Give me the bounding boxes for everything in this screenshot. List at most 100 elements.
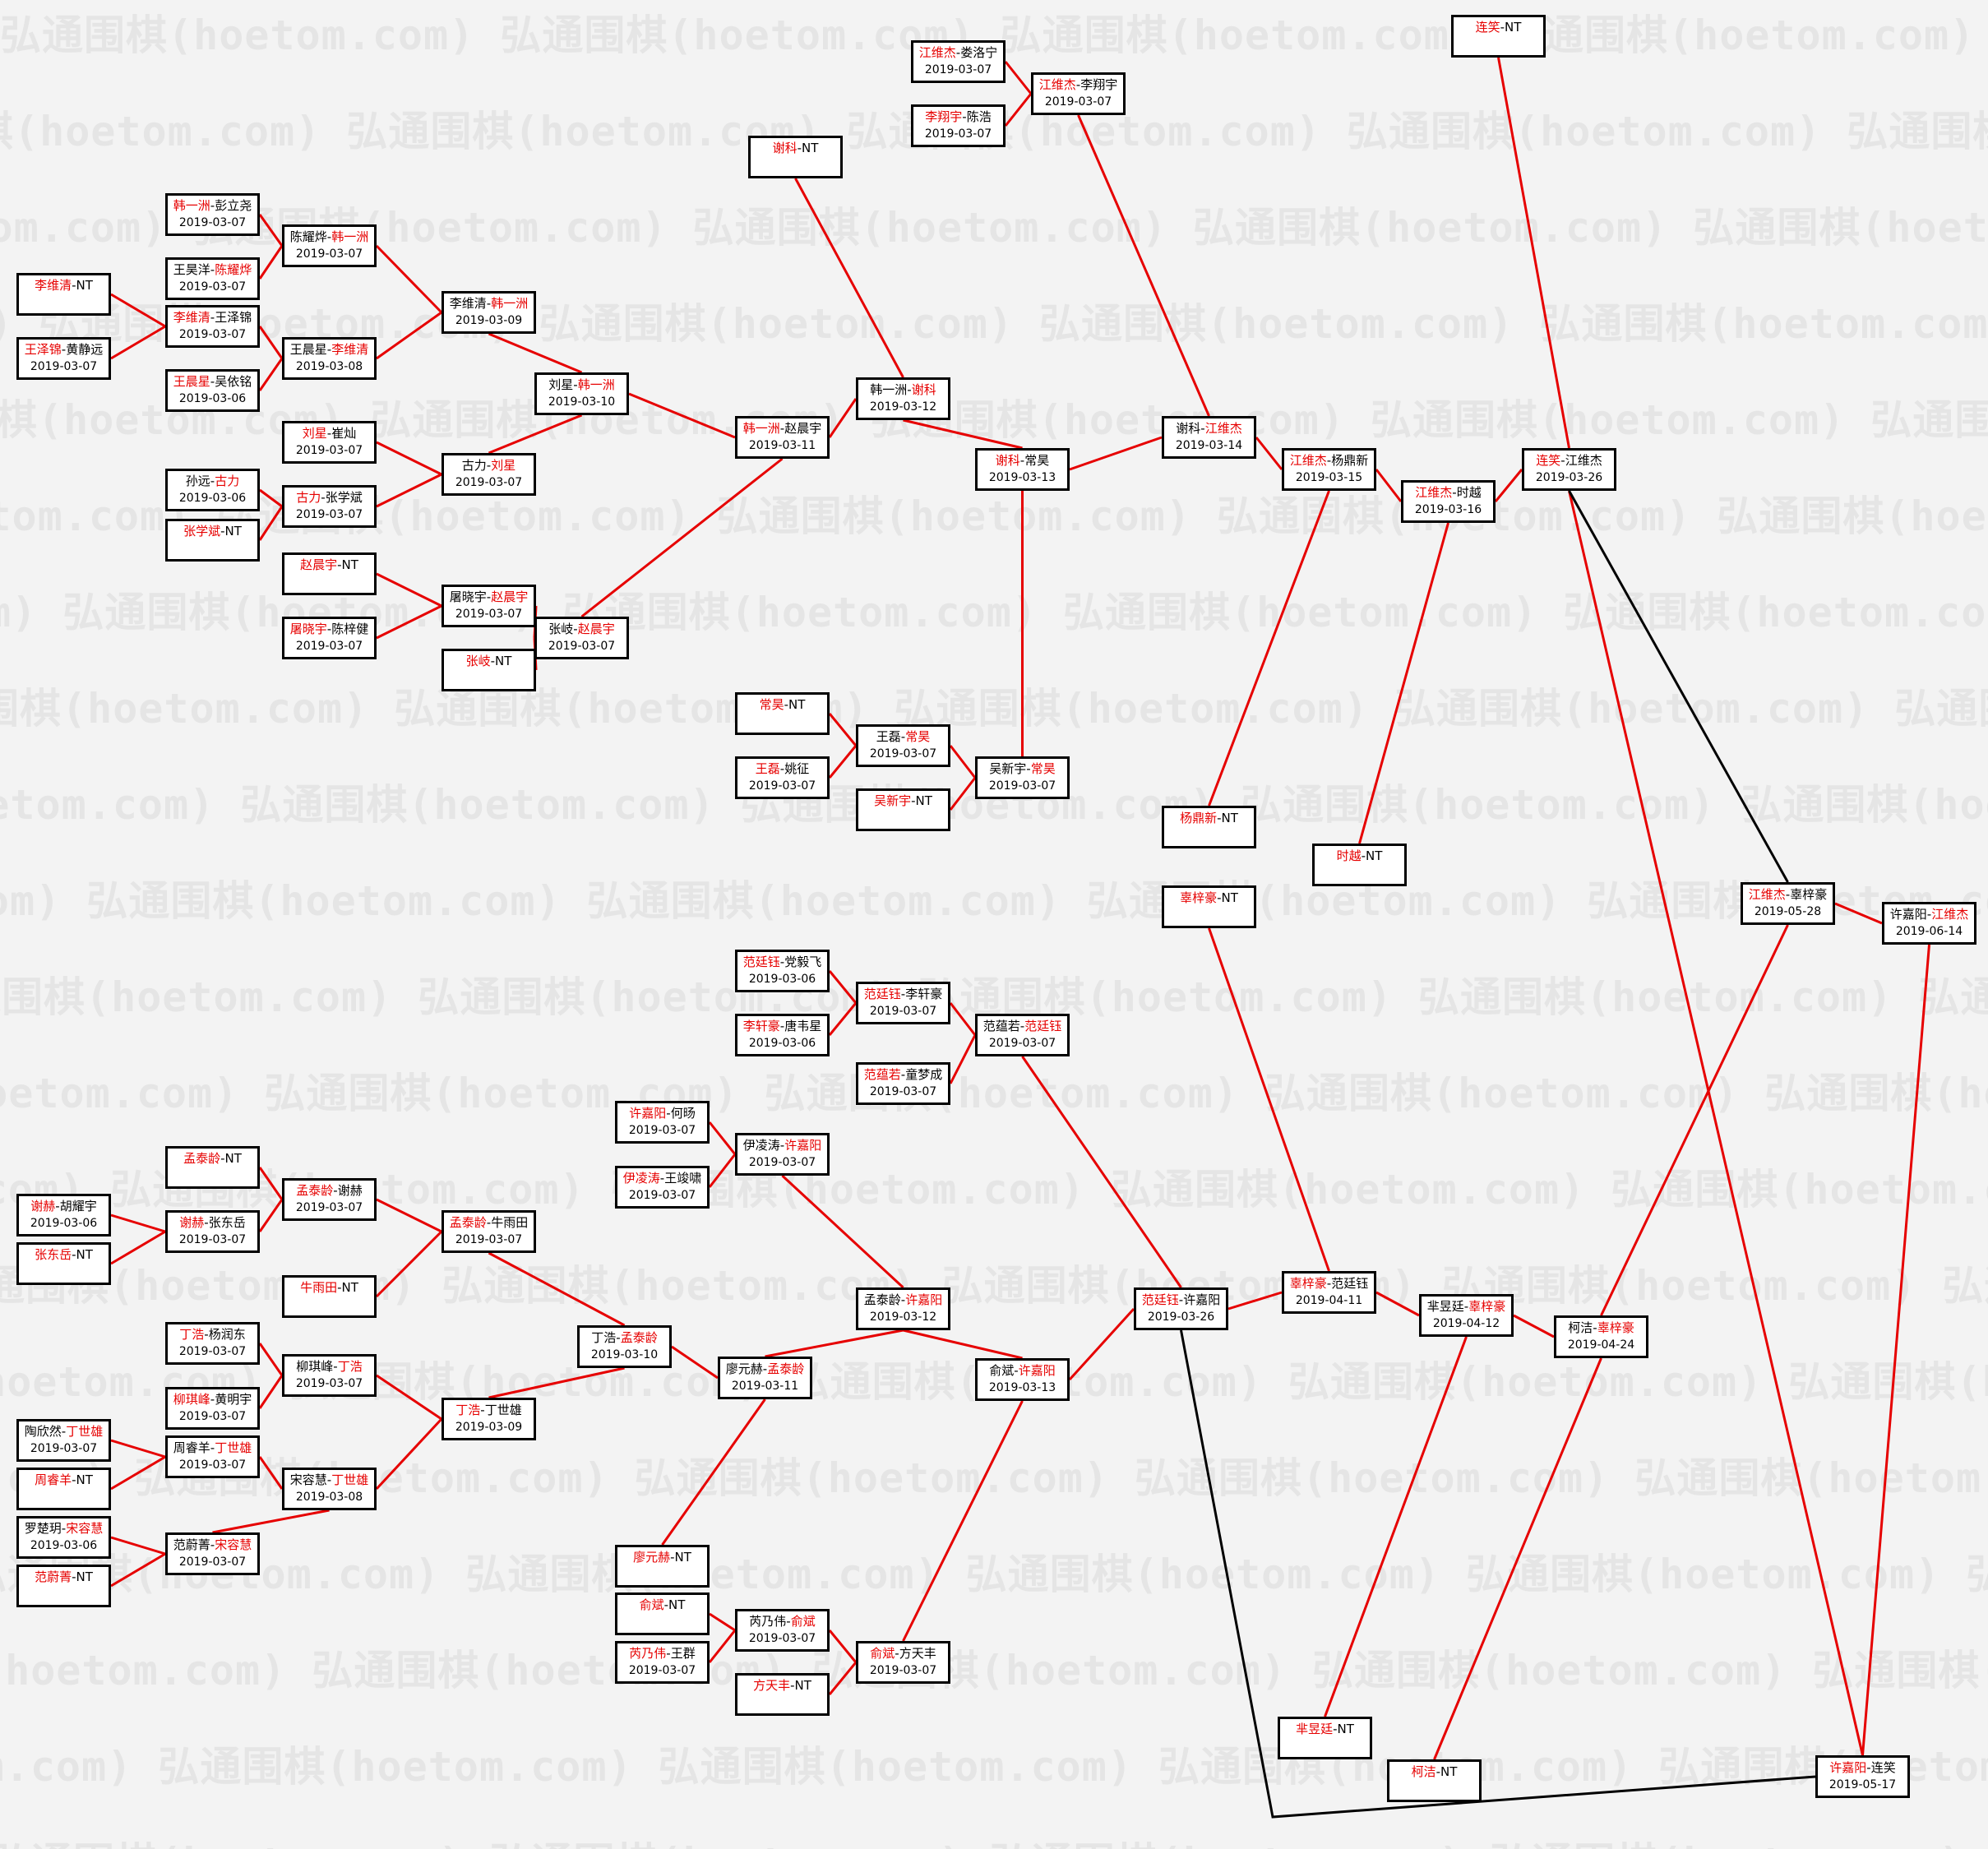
player-name: 刘星	[548, 377, 574, 392]
match-box: 芈昱廷-辜梓豪 2019-04-12	[1419, 1294, 1514, 1337]
player-name: 陈梓健	[331, 622, 369, 636]
player-name: 谢科	[1176, 421, 1201, 436]
player-name: 丁世雄	[331, 1472, 369, 1487]
name-separator: -	[955, 45, 961, 60]
match-date: 2019-03-07	[924, 127, 992, 141]
match-date: 2019-03-07	[295, 1201, 363, 1214]
winner-path-line	[258, 214, 284, 247]
winner-path-line	[1068, 1307, 1135, 1381]
name-separator: -	[779, 1138, 785, 1153]
match-box: 范蕴若-范廷钰 2019-03-07	[975, 1014, 1070, 1056]
match-box: 廖元赫-孟泰龄 2019-03-11	[718, 1357, 812, 1399]
player-name: NT	[1366, 848, 1383, 863]
player-name: 范廷钰	[1141, 1292, 1179, 1307]
winner-path-line	[1375, 1291, 1420, 1317]
match-box: 常昊-NT	[735, 692, 830, 735]
player-name: 芮乃伟	[749, 1614, 787, 1629]
loser-path-line	[1568, 490, 1789, 883]
match-box: 屠晓宇-陈梓健 2019-03-07	[282, 617, 377, 659]
player-name: 唐韦星	[784, 1019, 822, 1033]
match-date: 2019-03-09	[455, 314, 523, 327]
player-name: 彭立尧	[215, 198, 252, 213]
player-name: 丁浩	[455, 1403, 481, 1417]
player-name: 赵晨宇	[491, 589, 529, 604]
match-date: 2019-03-06	[178, 392, 247, 405]
player-name: 党毅飞	[784, 955, 822, 969]
player-name: 古力	[296, 490, 321, 505]
player-name: 范蔚菁	[35, 1569, 72, 1584]
player-name: 许嘉阳	[629, 1106, 667, 1121]
winner-path-line	[1433, 1357, 1602, 1760]
winner-path-line	[1494, 469, 1523, 502]
player-name: 许嘉阳	[1889, 907, 1927, 922]
match-box: 范廷钰-李轩豪 2019-03-07	[856, 982, 950, 1024]
player-name: 童梦成	[905, 1067, 943, 1082]
winner-path-line	[258, 358, 284, 391]
match-date: 2019-03-09	[455, 1421, 523, 1434]
winner-path-line	[828, 713, 858, 747]
player-name: 张东岳	[208, 1215, 246, 1230]
match-box: 江维杰-辜梓豪 2019-05-28	[1741, 882, 1835, 925]
winner-path-line	[1834, 902, 1883, 925]
match-date: 2019-03-07	[178, 1555, 247, 1569]
name-separator: -	[1026, 761, 1031, 776]
match-box: 吴新宇-常昊 2019-03-07	[975, 756, 1070, 799]
name-separator: -	[1560, 453, 1565, 468]
name-separator: -	[900, 987, 906, 1001]
match-date: 2019-03-07	[455, 1233, 523, 1246]
match-box: 时越-NT	[1312, 844, 1407, 886]
match-box: 韩一洲-彭立尧 2019-03-07	[165, 193, 260, 236]
player-name: 常昊	[1030, 761, 1056, 776]
winner-path-line	[258, 1199, 284, 1232]
match-date: 2019-03-16	[1414, 503, 1482, 516]
winner-path-line	[258, 1167, 284, 1200]
winner-path-line	[258, 245, 284, 280]
player-name: 江维杰	[1748, 887, 1786, 902]
player-name: 陈耀烨	[215, 262, 252, 277]
player-name: 连笑	[1536, 453, 1561, 468]
player-name: 廖元赫	[633, 1550, 671, 1565]
player-name: 杨鼎新	[1331, 453, 1369, 468]
match-box: 丁浩-杨润东 2019-03-07	[165, 1322, 260, 1365]
player-name: 江维杰	[1038, 77, 1076, 92]
player-name: 赵晨宇	[300, 557, 338, 572]
winner-path-line	[903, 1329, 1023, 1360]
name-separator: -	[779, 1019, 785, 1033]
player-name: 王磊	[755, 761, 780, 776]
name-separator: -	[779, 421, 785, 436]
player-name: 廖元赫	[725, 1361, 763, 1376]
match-date: 2019-04-11	[1295, 1294, 1363, 1307]
match-box: 屠晓宇-赵晨宇 2019-03-07	[442, 585, 536, 627]
winner-path-line	[903, 418, 1023, 450]
match-date: 2019-03-10	[590, 1348, 659, 1361]
name-separator: -	[490, 654, 496, 668]
match-box: 范廷钰-许嘉阳 2019-03-26	[1134, 1287, 1228, 1330]
match-date: 2019-03-07	[295, 508, 363, 521]
name-separator: -	[900, 729, 906, 744]
name-separator: -	[790, 1678, 795, 1693]
winner-path-line	[110, 1439, 166, 1458]
winner-path-line	[1497, 57, 1570, 449]
match-box: 伊凌涛-王竣啸 2019-03-07	[615, 1166, 710, 1209]
name-separator: -	[1178, 1292, 1184, 1307]
winner-path-line	[794, 178, 904, 378]
winner-path-line	[259, 488, 283, 508]
name-separator: -	[333, 1359, 338, 1374]
player-name: NT	[495, 654, 512, 668]
name-separator: -	[670, 1550, 675, 1565]
match-box: 谢科-江维杰 2019-03-14	[1162, 416, 1256, 459]
player-name: 黄静远	[66, 342, 104, 357]
match-box: 范廷钰-党毅飞 2019-03-06	[735, 950, 830, 992]
match-date: 2019-03-07	[548, 640, 616, 653]
player-name: 俞斌	[870, 1646, 895, 1661]
winner-path-line	[375, 1230, 443, 1298]
name-separator: -	[210, 1537, 215, 1552]
player-name: 丁世雄	[66, 1424, 104, 1439]
player-name: 江维杰	[1931, 907, 1969, 922]
winner-path-line	[110, 325, 166, 360]
match-date: 2019-03-07	[988, 779, 1056, 793]
winner-path-line	[1077, 114, 1210, 417]
name-separator: -	[326, 426, 332, 441]
match-date: 2019-03-07	[178, 280, 247, 294]
